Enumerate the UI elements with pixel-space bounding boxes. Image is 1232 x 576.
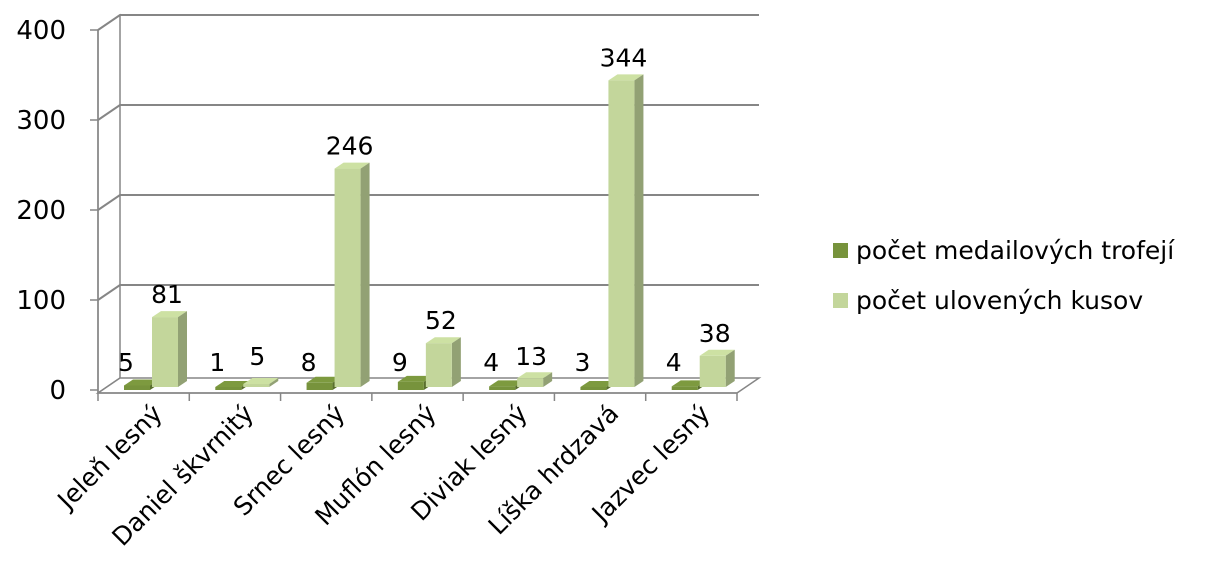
gridline <box>97 194 759 211</box>
bar-front <box>699 355 726 387</box>
side-wall <box>97 13 121 395</box>
bar-front <box>124 385 150 390</box>
legend-item-harvested-pieces: počet ulovených kusov <box>833 280 1174 320</box>
bar-side <box>725 349 735 387</box>
bar <box>517 372 553 387</box>
axes <box>90 29 738 401</box>
data-label: 3 <box>574 348 590 377</box>
bar-top <box>517 372 553 379</box>
bar-front <box>215 387 242 390</box>
bar <box>152 311 187 387</box>
data-label: 38 <box>699 319 731 348</box>
data-label: 344 <box>600 43 648 72</box>
data-label: 8 <box>301 348 317 377</box>
bar-top <box>215 381 251 387</box>
y-tick-label: 100 <box>16 286 66 316</box>
legend-swatch-medal-trophies <box>833 242 848 258</box>
bar-top <box>425 337 461 344</box>
bar-top <box>489 380 525 387</box>
bar <box>334 162 370 387</box>
data-label: 52 <box>425 306 457 335</box>
bar-front <box>671 386 698 390</box>
data-label: 4 <box>483 348 499 377</box>
bar-top <box>152 311 187 318</box>
bar-top <box>334 162 370 169</box>
data-label: 81 <box>151 280 183 309</box>
data-label: 13 <box>515 342 547 371</box>
bar-top <box>243 378 279 384</box>
legend-item-medal-trophies: počet medailových trofejí <box>833 230 1174 270</box>
bar-front <box>517 378 544 387</box>
bar-top <box>580 381 616 387</box>
bar-front <box>425 343 452 387</box>
data-label: 1 <box>209 348 225 377</box>
data-label: 246 <box>326 132 374 161</box>
bar-front <box>334 168 361 387</box>
bar-top <box>124 379 159 386</box>
data-label: 9 <box>392 348 408 377</box>
y-tick-label: 200 <box>16 196 66 226</box>
legend: počet medailových trofejí počet ulovenýc… <box>833 230 1174 330</box>
gridline <box>97 14 759 31</box>
bar-front <box>306 382 333 390</box>
bar-side <box>360 162 370 387</box>
legend-label-medal-trophies: počet medailových trofejí <box>856 235 1175 265</box>
gridline <box>97 284 759 301</box>
bar <box>243 378 279 387</box>
bar-side <box>634 74 644 388</box>
legend-swatch-harvested-pieces <box>833 292 848 308</box>
bar-front <box>608 80 635 388</box>
bar-top <box>699 349 735 356</box>
bar-front <box>243 384 270 387</box>
chart-walls <box>95 13 762 395</box>
y-tick-label: 300 <box>16 106 66 136</box>
bar-front <box>152 317 178 387</box>
bar-top <box>306 376 342 383</box>
legend-label-harvested-pieces: počet ulovených kusov <box>856 285 1144 315</box>
bar <box>608 74 644 388</box>
bar-front <box>397 381 424 390</box>
y-tick-label: 0 <box>49 376 66 406</box>
data-label: 5 <box>249 342 265 371</box>
bars <box>124 74 735 390</box>
bar-side <box>178 311 187 387</box>
bar-side <box>543 372 553 387</box>
y-tick-labels: 0 100 200 300 400 <box>16 16 66 406</box>
gridlines <box>97 14 759 301</box>
gridline <box>97 104 759 121</box>
data-label: 5 <box>118 348 134 377</box>
bar-top <box>671 380 707 387</box>
bar <box>699 349 735 387</box>
bar-top <box>608 74 644 81</box>
data-label: 4 <box>666 348 682 377</box>
bar <box>425 337 461 387</box>
bar-front <box>489 386 516 390</box>
y-tick-label: 400 <box>16 16 66 46</box>
bar-side <box>269 378 279 387</box>
bar-front <box>580 387 607 390</box>
bar-top <box>397 375 433 382</box>
bar-side <box>451 337 461 387</box>
